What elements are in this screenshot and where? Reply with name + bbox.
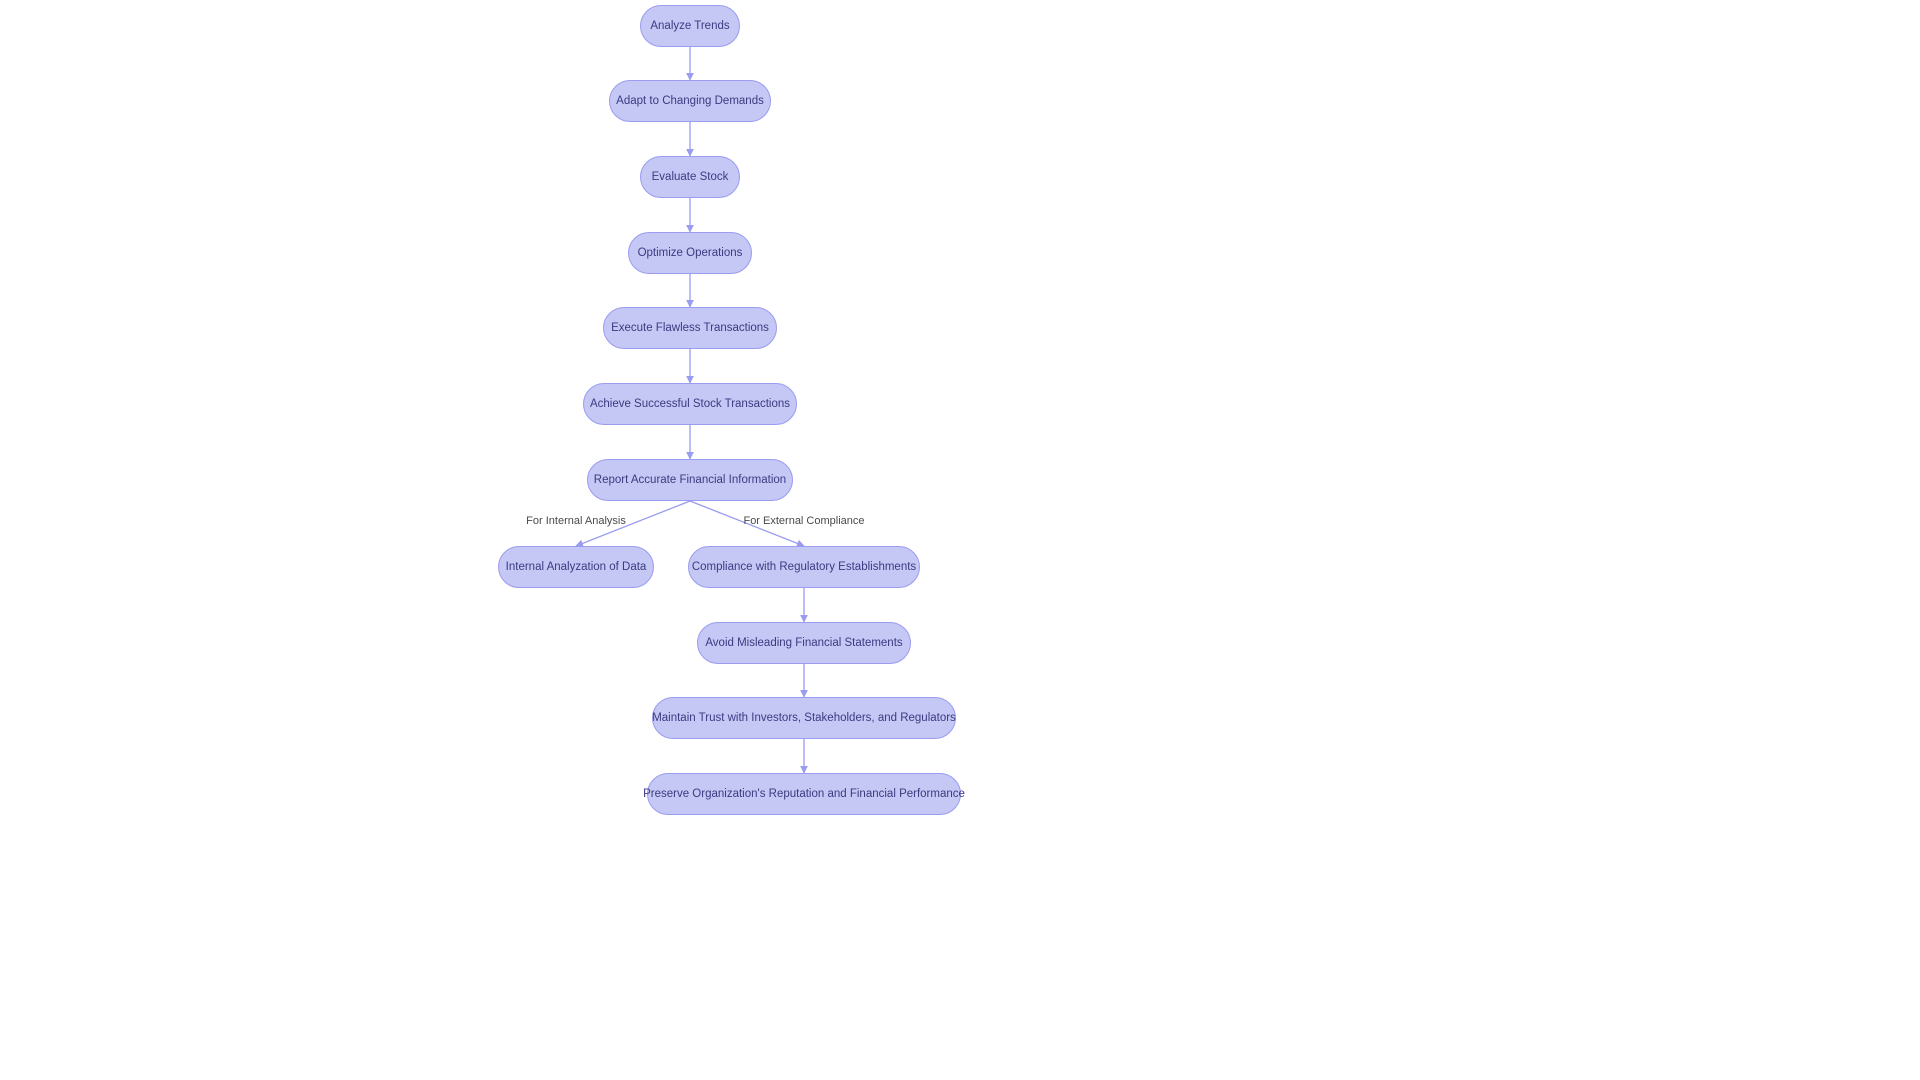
flowchart-node: Internal Analyzation of Data (498, 546, 654, 588)
flowchart-node: Maintain Trust with Investors, Stakehold… (652, 697, 956, 739)
flowchart-node: Optimize Operations (628, 232, 752, 274)
flowchart-node: Achieve Successful Stock Transactions (583, 383, 797, 425)
flowchart-node: Evaluate Stock (640, 156, 740, 198)
flowchart-canvas: Analyze Trends Adapt to Changing Demands E… (0, 0, 1920, 1080)
edges-layer (0, 0, 1920, 1080)
flowchart-node: Compliance with Regulatory Establishment… (688, 546, 920, 588)
edge-label: For Internal Analysis (476, 515, 676, 527)
flowchart-node: Adapt to Changing Demands (609, 80, 771, 122)
edge-label: For External Compliance (704, 515, 904, 527)
flowchart-node: Report Accurate Financial Information (587, 459, 793, 501)
flowchart-node: Analyze Trends (640, 5, 740, 47)
flowchart-node: Preserve Organization's Reputation and F… (647, 773, 961, 815)
flowchart-node: Execute Flawless Transactions (603, 307, 777, 349)
flowchart-node: Avoid Misleading Financial Statements (697, 622, 911, 664)
